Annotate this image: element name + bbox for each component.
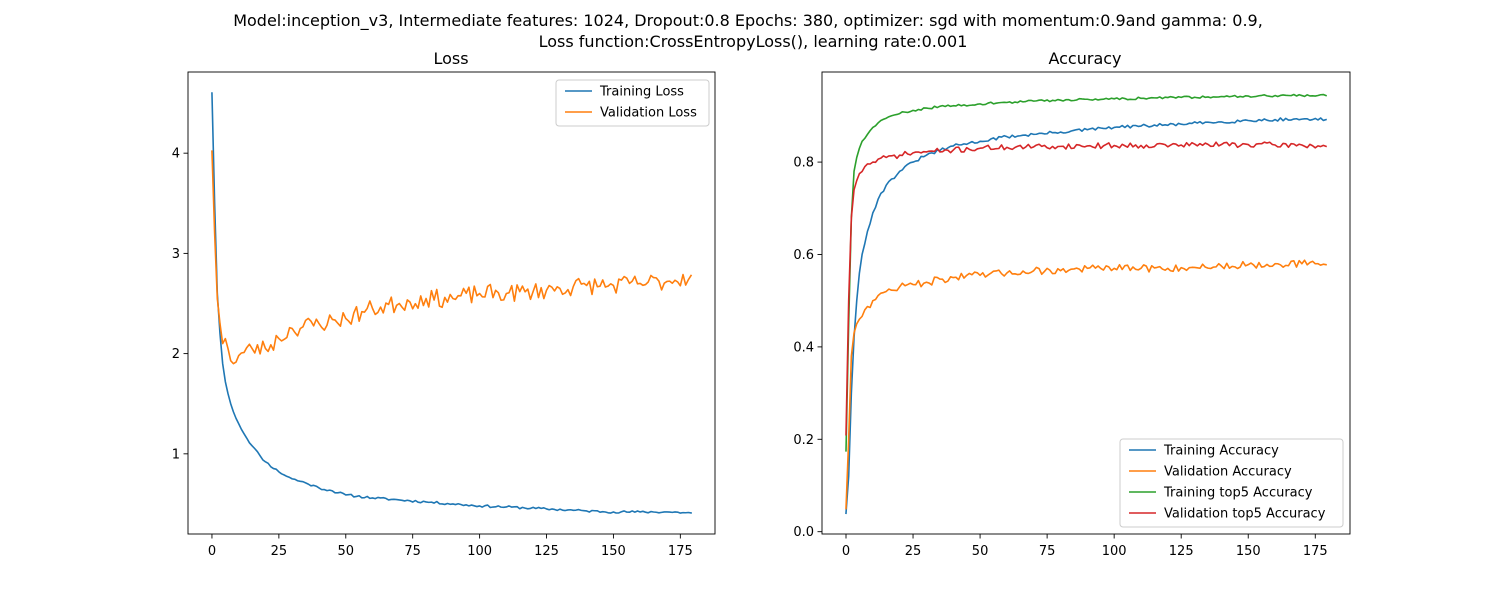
accuracy-x-tick-label: 100 [1102, 544, 1127, 559]
loss-y-tick-label: 3 [172, 247, 180, 262]
figure-suptitle-line1: Model:inception_v3, Intermediate feature… [233, 11, 1263, 31]
loss-x-tick-label: 75 [404, 544, 421, 559]
accuracy-x-tick-label: 150 [1236, 544, 1261, 559]
loss-x-tick-label: 50 [338, 544, 355, 559]
loss-x-tick-label: 175 [668, 544, 693, 559]
accuracy-x-tick-label: 175 [1303, 544, 1328, 559]
loss-legend-label: Validation Loss [600, 106, 697, 121]
accuracy-y-tick-label: 0.2 [793, 433, 814, 448]
loss-legend-label: Training Loss [599, 85, 684, 100]
loss-x-tick-label: 100 [467, 544, 492, 559]
loss-series-validation-loss [211, 150, 693, 365]
accuracy-legend-box [1119, 438, 1344, 528]
loss-x-tick-label: 125 [534, 544, 559, 559]
accuracy-y-tick-label: 0.8 [793, 156, 814, 171]
accuracy-x-tick-label: 125 [1169, 544, 1194, 559]
loss-axes-title: Loss [433, 49, 468, 68]
accuracy-x-tick-label: 25 [905, 544, 922, 559]
loss-y-tick-label: 2 [172, 347, 180, 362]
loss-x-tick-label: 25 [271, 544, 288, 559]
loss-legend-box [555, 79, 710, 127]
accuracy-legend: Training Accuracy Validation Accuracy Trai… [1119, 438, 1344, 528]
loss-legend: Training Loss Validation Loss [555, 79, 710, 127]
loss-axes: Loss 0 25 50 75 100 125 150 175 1 2 3 4 Training Los… [172, 49, 716, 559]
figure-suptitle-line2: Loss function:CrossEntropyLoss(), learni… [539, 32, 968, 51]
accuracy-x-tick-label: 0 [842, 544, 850, 559]
loss-x-tick-label: 150 [601, 544, 626, 559]
accuracy-x-tick-label: 50 [972, 544, 989, 559]
loss-series-training-loss [211, 92, 692, 514]
accuracy-series-validation-top5-accuracy [845, 141, 1328, 436]
accuracy-legend-label: Training top5 Accuracy [1163, 486, 1313, 501]
accuracy-x-tick-label: 75 [1039, 544, 1056, 559]
accuracy-series-training-accuracy [845, 117, 1328, 515]
accuracy-axes: Accuracy 0 25 50 75 100 125 150 175 0.0 0.2 0.4 0.6… [793, 49, 1351, 559]
accuracy-legend-label: Validation top5 Accuracy [1164, 507, 1326, 522]
accuracy-legend-label: Validation Accuracy [1164, 465, 1292, 480]
accuracy-y-tick-label: 0.0 [793, 525, 814, 540]
accuracy-series-training-top5-accuracy [845, 93, 1328, 452]
accuracy-axes-frame [821, 71, 1351, 535]
accuracy-legend-label: Training Accuracy [1163, 444, 1279, 459]
accuracy-y-tick-label: 0.4 [793, 340, 814, 355]
loss-x-tick-label: 0 [208, 544, 216, 559]
accuracy-y-tick-label: 0.6 [793, 248, 814, 263]
loss-axes-frame [187, 71, 716, 535]
accuracy-axes-title: Accuracy [1048, 49, 1121, 68]
loss-y-tick-label: 4 [172, 147, 180, 162]
loss-y-tick-label: 1 [172, 447, 180, 462]
accuracy-series-validation-accuracy [845, 259, 1327, 510]
